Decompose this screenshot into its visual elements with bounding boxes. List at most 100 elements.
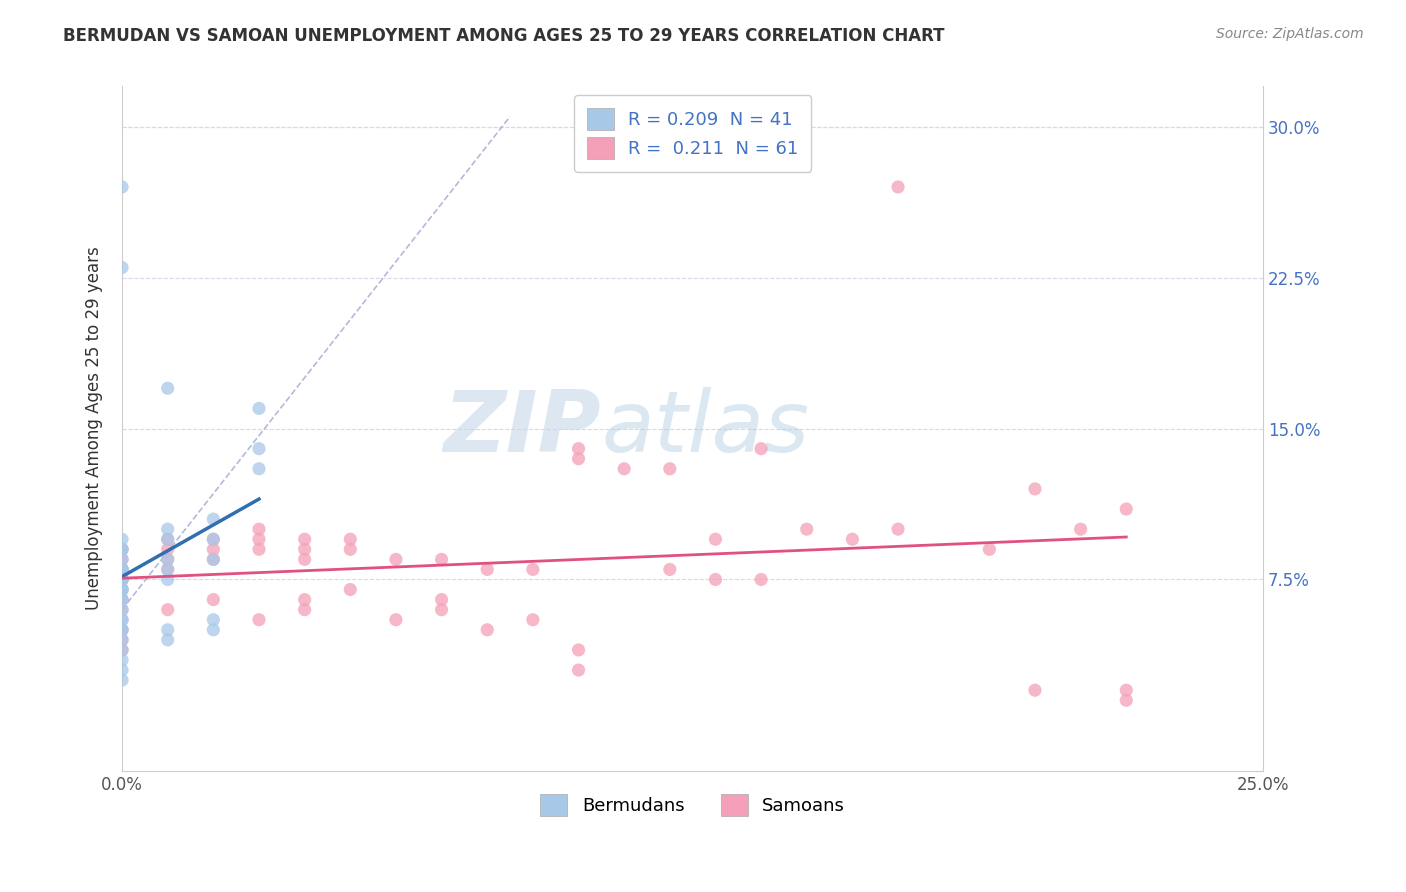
Point: [477, 562, 499, 576]
Point: [294, 602, 316, 616]
Point: [202, 552, 225, 566]
Point: [111, 562, 134, 576]
Point: [156, 542, 179, 557]
Point: [430, 592, 453, 607]
Point: [111, 562, 134, 576]
Point: [111, 592, 134, 607]
Point: [111, 602, 134, 616]
Point: [111, 582, 134, 597]
Point: [111, 582, 134, 597]
Text: ZIP: ZIP: [444, 387, 602, 470]
Point: [156, 602, 179, 616]
Point: [658, 462, 681, 476]
Text: BERMUDAN VS SAMOAN UNEMPLOYMENT AMONG AGES 25 TO 29 YEARS CORRELATION CHART: BERMUDAN VS SAMOAN UNEMPLOYMENT AMONG AG…: [63, 27, 945, 45]
Point: [247, 542, 270, 557]
Point: [111, 542, 134, 557]
Point: [339, 582, 361, 597]
Point: [111, 542, 134, 557]
Point: [247, 442, 270, 456]
Point: [430, 602, 453, 616]
Point: [522, 562, 544, 576]
Point: [111, 582, 134, 597]
Point: [477, 623, 499, 637]
Point: [111, 623, 134, 637]
Point: [111, 643, 134, 657]
Point: [202, 533, 225, 547]
Point: [247, 462, 270, 476]
Point: [887, 180, 910, 194]
Point: [111, 623, 134, 637]
Point: [202, 512, 225, 526]
Text: Source: ZipAtlas.com: Source: ZipAtlas.com: [1216, 27, 1364, 41]
Point: [1115, 683, 1137, 698]
Point: [111, 542, 134, 557]
Point: [156, 573, 179, 587]
Point: [658, 562, 681, 576]
Point: [111, 552, 134, 566]
Point: [111, 653, 134, 667]
Legend: Bermudans, Samoans: Bermudans, Samoans: [533, 787, 852, 823]
Point: [156, 552, 179, 566]
Point: [111, 582, 134, 597]
Point: [1115, 693, 1137, 707]
Point: [749, 442, 772, 456]
Point: [202, 613, 225, 627]
Point: [294, 533, 316, 547]
Point: [111, 623, 134, 637]
Point: [979, 542, 1001, 557]
Point: [111, 632, 134, 647]
Point: [613, 462, 636, 476]
Point: [567, 451, 589, 466]
Point: [887, 522, 910, 536]
Point: [156, 562, 179, 576]
Point: [156, 552, 179, 566]
Point: [247, 533, 270, 547]
Point: [111, 613, 134, 627]
Point: [111, 663, 134, 677]
Point: [841, 533, 863, 547]
Point: [156, 562, 179, 576]
Point: [430, 552, 453, 566]
Point: [111, 562, 134, 576]
Point: [294, 592, 316, 607]
Point: [111, 573, 134, 587]
Point: [339, 542, 361, 557]
Point: [1024, 482, 1046, 496]
Point: [385, 613, 408, 627]
Point: [339, 533, 361, 547]
Point: [156, 632, 179, 647]
Point: [247, 522, 270, 536]
Point: [156, 533, 179, 547]
Point: [796, 522, 818, 536]
Point: [111, 562, 134, 576]
Point: [111, 673, 134, 687]
Point: [111, 592, 134, 607]
Point: [111, 602, 134, 616]
Point: [156, 533, 179, 547]
Point: [704, 533, 727, 547]
Point: [202, 542, 225, 557]
Point: [111, 552, 134, 566]
Point: [247, 401, 270, 416]
Y-axis label: Unemployment Among Ages 25 to 29 years: Unemployment Among Ages 25 to 29 years: [86, 247, 103, 610]
Point: [567, 643, 589, 657]
Point: [202, 533, 225, 547]
Point: [156, 522, 179, 536]
Point: [111, 632, 134, 647]
Point: [202, 552, 225, 566]
Point: [111, 643, 134, 657]
Point: [111, 562, 134, 576]
Point: [156, 623, 179, 637]
Point: [567, 663, 589, 677]
Point: [522, 613, 544, 627]
Point: [1024, 683, 1046, 698]
Point: [294, 542, 316, 557]
Point: [111, 573, 134, 587]
Point: [1115, 502, 1137, 516]
Point: [202, 623, 225, 637]
Point: [111, 573, 134, 587]
Point: [156, 381, 179, 395]
Point: [111, 180, 134, 194]
Point: [111, 533, 134, 547]
Point: [202, 592, 225, 607]
